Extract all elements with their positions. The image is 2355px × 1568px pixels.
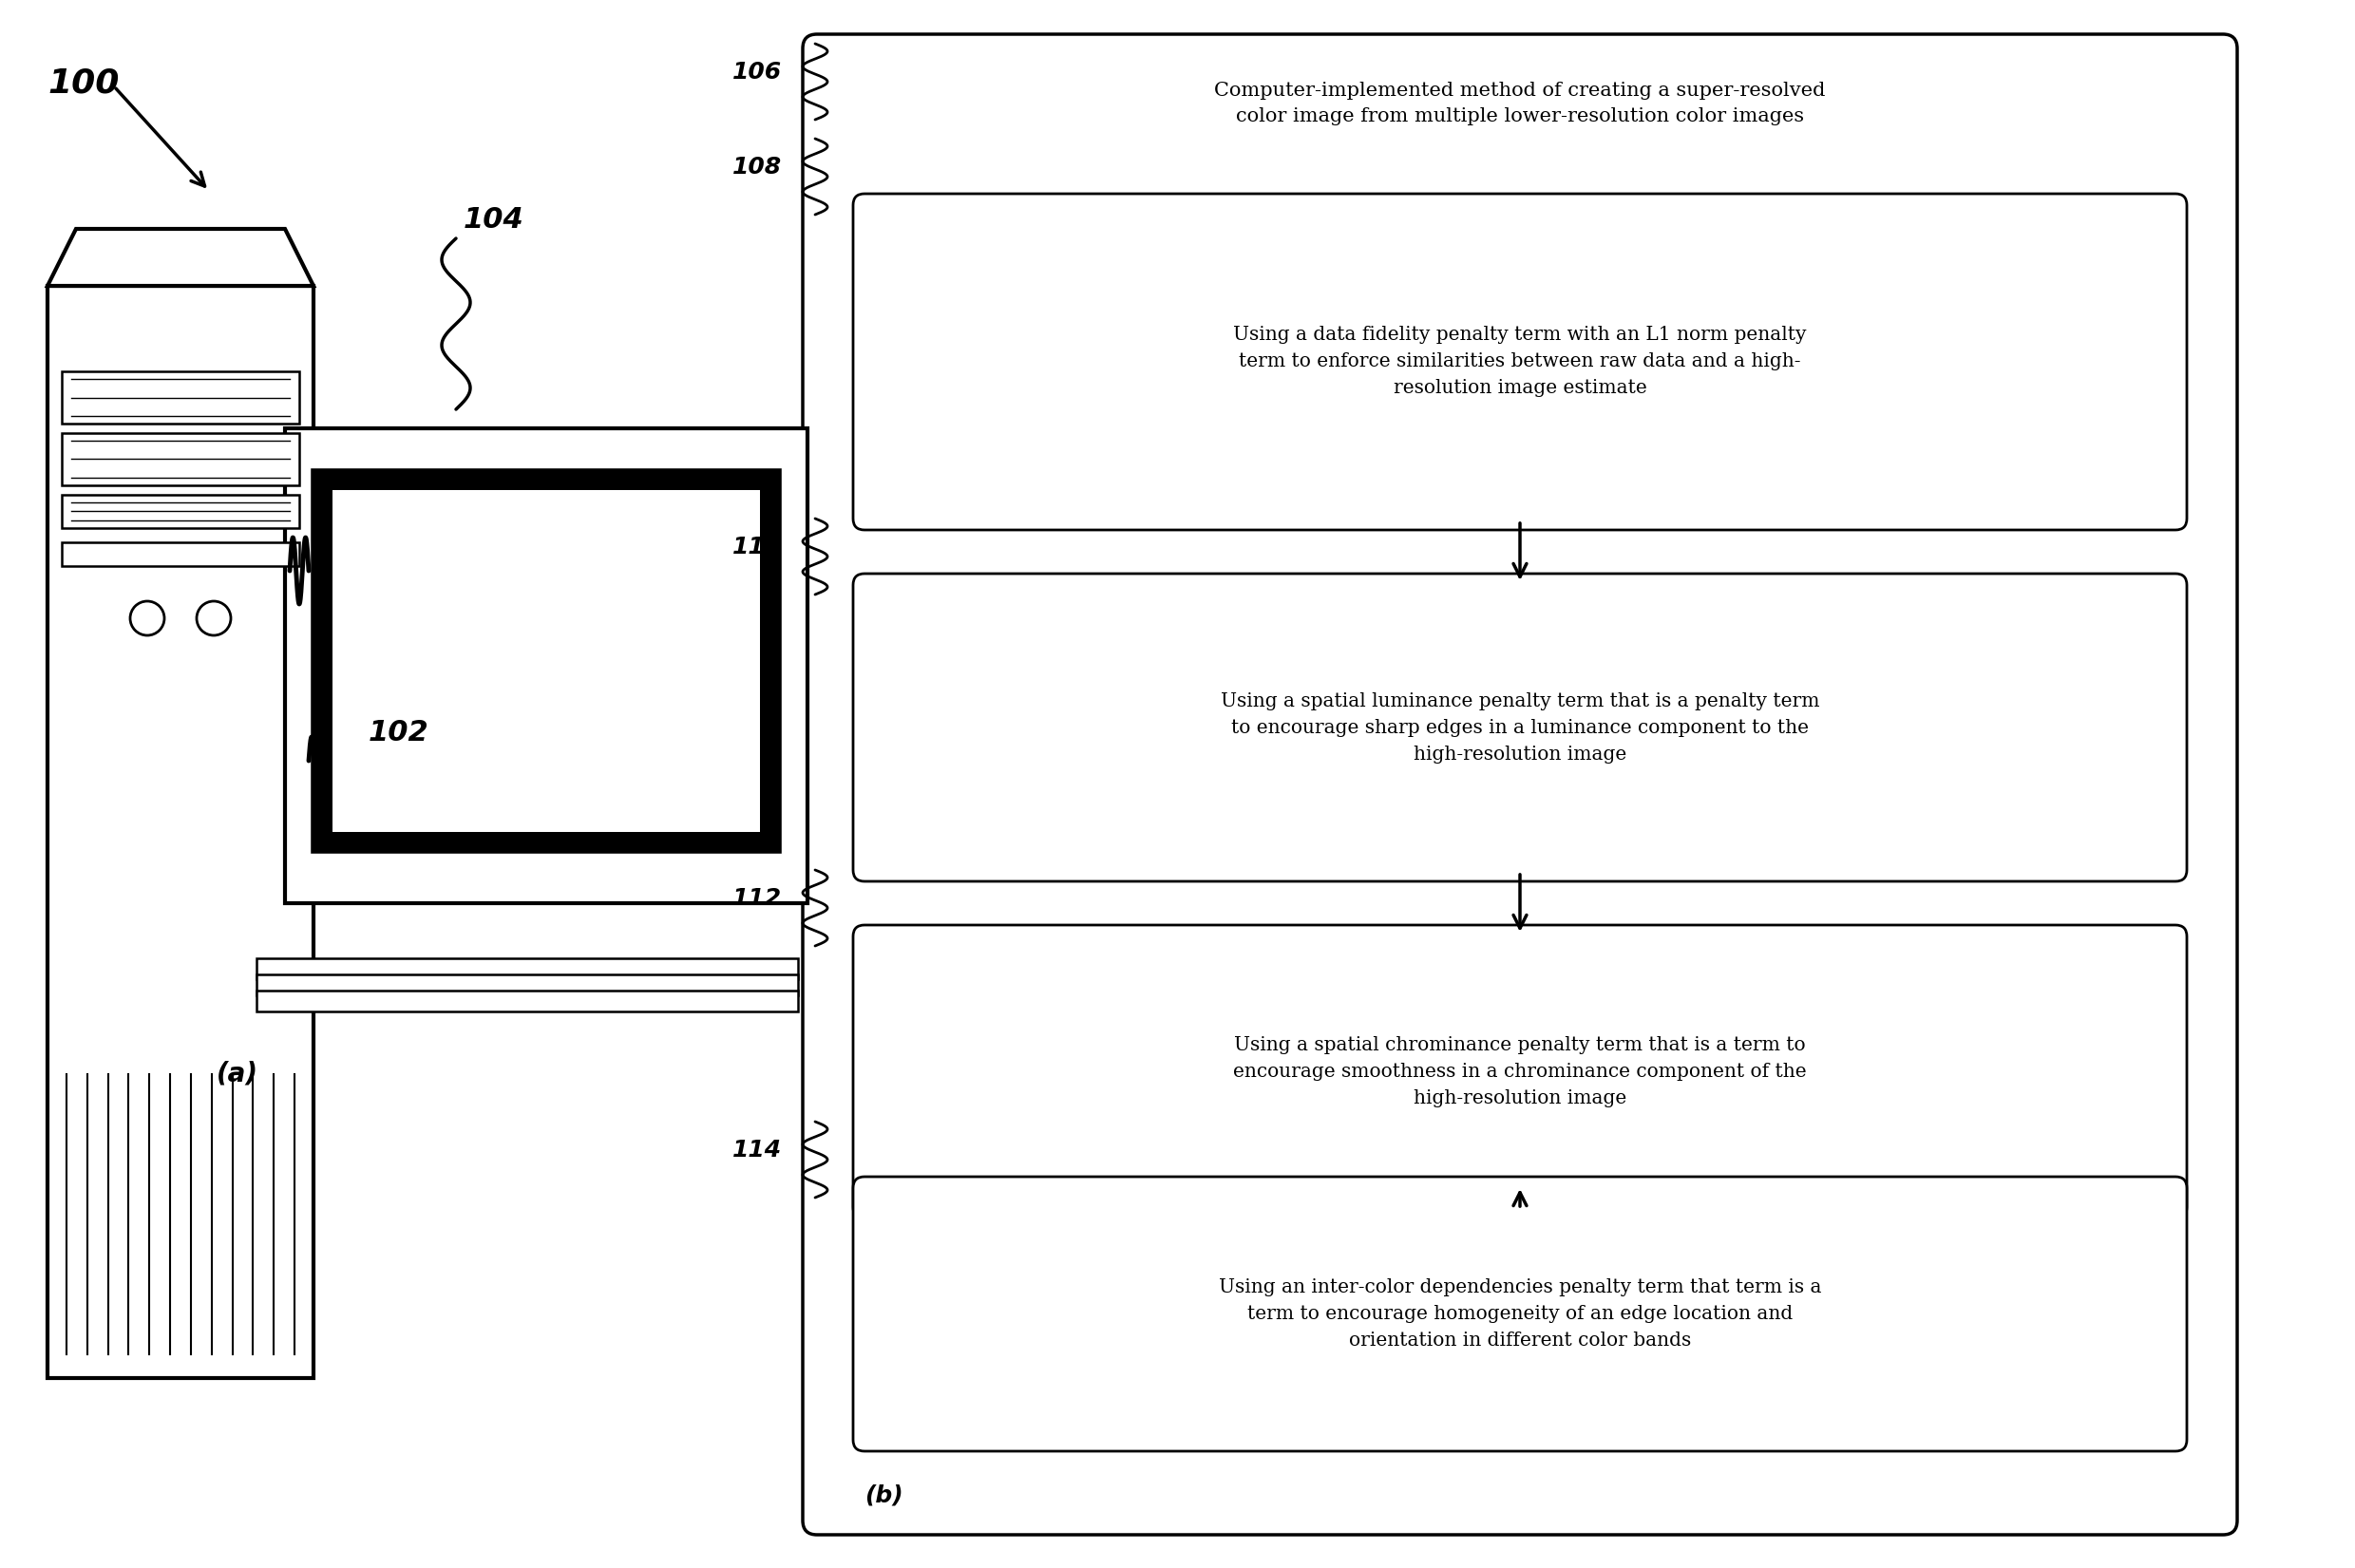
Text: Using a spatial chrominance penalty term that is a term to
encourage smoothness : Using a spatial chrominance penalty term… — [1234, 1036, 1806, 1107]
FancyBboxPatch shape — [853, 1176, 2188, 1450]
Circle shape — [130, 601, 165, 635]
Text: 104: 104 — [464, 205, 525, 234]
Text: 112: 112 — [732, 887, 782, 909]
Text: 114: 114 — [732, 1138, 782, 1162]
Bar — [61, 433, 299, 486]
Bar — [61, 372, 299, 423]
Text: Using a data fidelity penalty term with an L1 norm penalty
term to enforce simil: Using a data fidelity penalty term with … — [1234, 326, 1806, 397]
Text: 108: 108 — [732, 155, 782, 179]
Bar — [257, 991, 798, 1011]
Text: 106: 106 — [732, 61, 782, 83]
Text: Using a spatial luminance penalty term that is a penalty term
to encourage sharp: Using a spatial luminance penalty term t… — [1220, 691, 1820, 764]
Circle shape — [525, 837, 539, 850]
Bar — [257, 958, 798, 978]
Bar — [313, 470, 780, 851]
Bar — [47, 285, 313, 1378]
FancyBboxPatch shape — [803, 34, 2237, 1535]
Text: 110: 110 — [732, 536, 782, 558]
Bar — [61, 495, 299, 528]
Polygon shape — [47, 229, 313, 285]
Text: (a): (a) — [217, 1062, 259, 1088]
FancyBboxPatch shape — [853, 194, 2188, 530]
Bar — [257, 974, 798, 996]
Bar — [285, 428, 808, 903]
Bar — [61, 543, 299, 566]
Text: Computer-implemented method of creating a super-resolved
color image from multip: Computer-implemented method of creating … — [1215, 82, 1825, 125]
FancyBboxPatch shape — [853, 925, 2188, 1218]
Text: Using an inter-color dependencies penalty term that term is a
term to encourage : Using an inter-color dependencies penalt… — [1218, 1278, 1820, 1350]
Text: 102: 102 — [370, 718, 429, 746]
FancyBboxPatch shape — [853, 574, 2188, 881]
Circle shape — [198, 601, 231, 635]
Text: (b): (b) — [864, 1483, 902, 1507]
Bar — [332, 491, 761, 833]
Text: 100: 100 — [47, 67, 120, 100]
